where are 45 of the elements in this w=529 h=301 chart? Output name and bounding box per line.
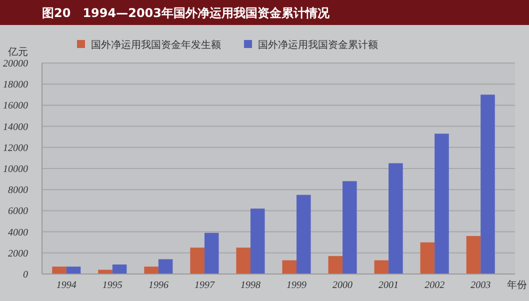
bar [374, 260, 389, 274]
y-tick-label: 2000 [8, 248, 28, 260]
x-tick-label: 1997 [194, 280, 216, 291]
y-tick-label: 6000 [8, 206, 28, 218]
bar [296, 194, 311, 274]
x-tick-label: 2000 [332, 280, 353, 291]
y-tick-label: 14000 [3, 122, 28, 133]
legend-label: 国外净运用我国资金累计额 [258, 39, 378, 51]
bar [388, 163, 403, 274]
x-axis-title: 年份 [507, 279, 527, 291]
x-tick-label: 1998 [240, 280, 260, 291]
x-tick-label: 1996 [148, 280, 168, 291]
bar [328, 256, 343, 274]
bar [52, 266, 66, 274]
x-tick-label: 1995 [102, 280, 122, 291]
bar [236, 248, 250, 274]
y-tick-label: 16000 [3, 100, 28, 112]
bar [282, 260, 297, 274]
chart-title: 图20 1994—2003年国外净运用我国资金累计情况 [42, 6, 330, 20]
bar [342, 181, 357, 274]
bar [66, 266, 81, 274]
y-tick-label: 20000 [3, 58, 28, 70]
bar [480, 94, 495, 274]
x-tick-label: 2002 [424, 280, 445, 291]
bar [112, 264, 127, 274]
y-tick-label: 18000 [3, 80, 28, 91]
y-axis-title: 亿元 [7, 47, 28, 58]
y-tick-label: 12000 [3, 142, 28, 154]
x-tick-label: 1994 [56, 280, 76, 291]
bar [466, 236, 481, 274]
bar [204, 232, 219, 274]
bar [250, 208, 265, 274]
y-tick-label: 8000 [8, 185, 28, 196]
bar [434, 134, 449, 274]
x-tick-label: 2001 [378, 280, 399, 291]
y-tick-label: 4000 [8, 227, 28, 238]
y-tick-label: 10000 [3, 164, 28, 175]
bar [190, 248, 204, 274]
bar [420, 242, 435, 274]
bar [144, 266, 158, 274]
y-tick-label: 0 [23, 270, 28, 280]
x-tick-label: 2003 [470, 280, 491, 291]
bar [158, 259, 173, 274]
x-tick-label: 1999 [286, 280, 307, 291]
legend-label: 国外净运用我国资金年发生额 [91, 39, 221, 51]
